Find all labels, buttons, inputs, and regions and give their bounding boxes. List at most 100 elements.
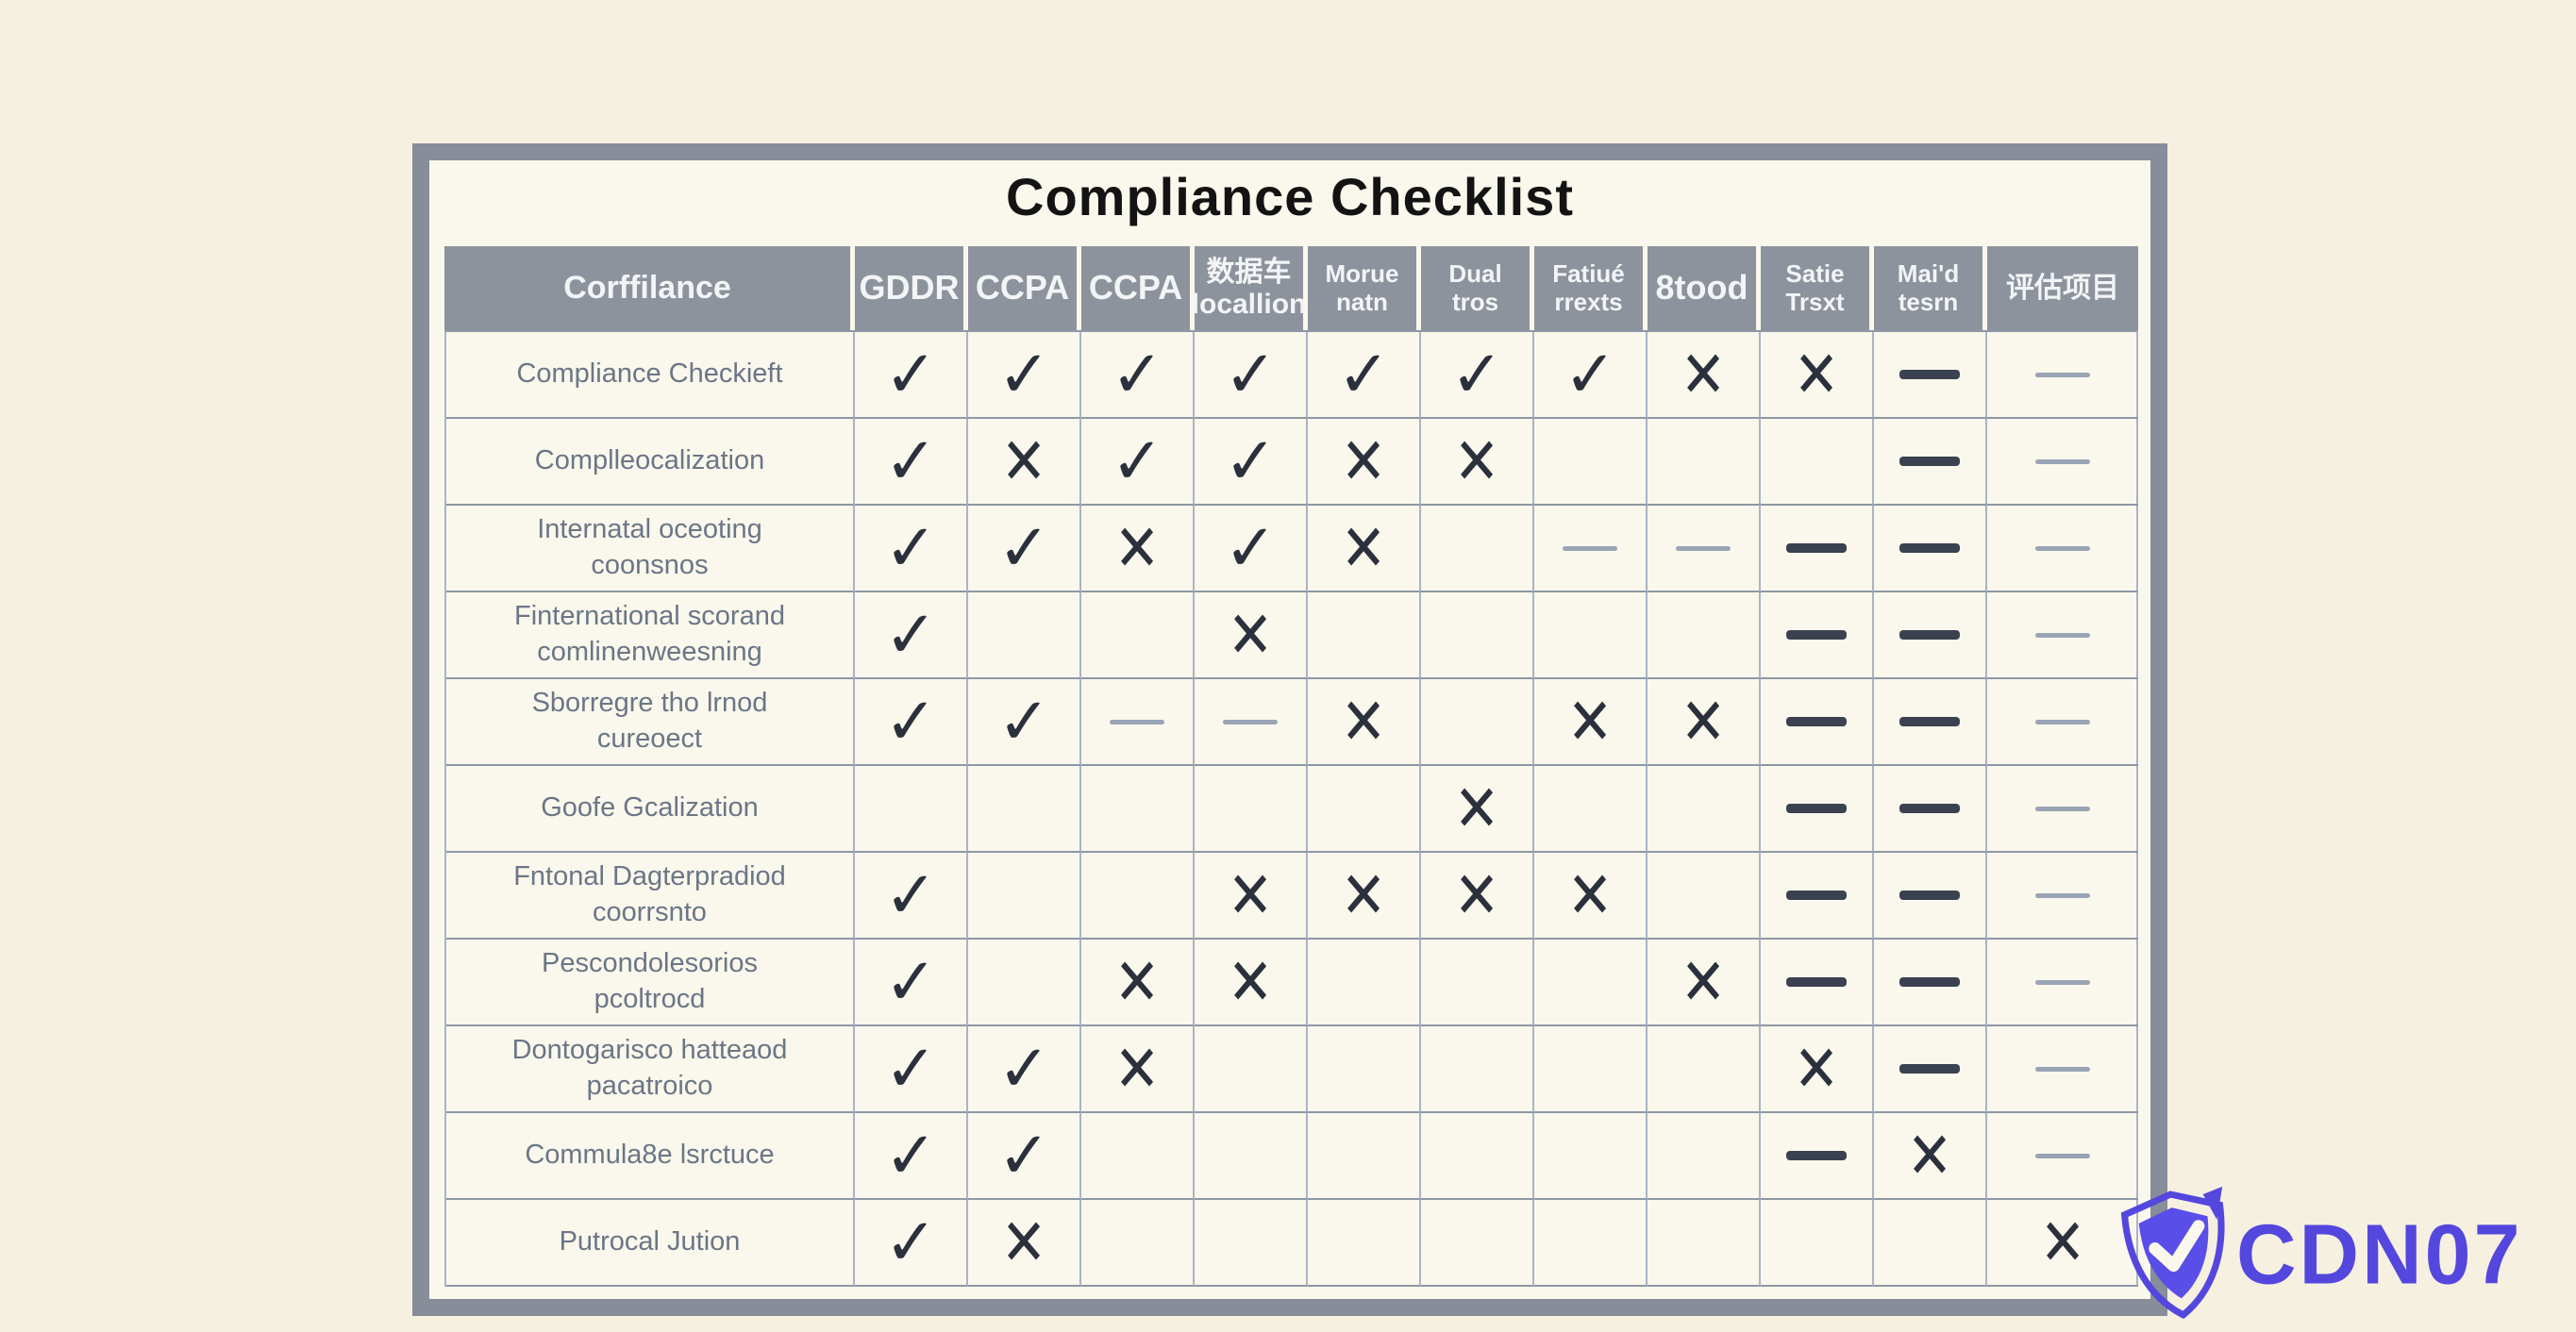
cell-dash <box>1761 940 1874 1026</box>
x-icon: ✕ <box>1227 859 1274 932</box>
column-header: Morue natn <box>1308 246 1421 330</box>
cell-check: ✓ <box>1195 419 1308 506</box>
compliance-table: Corffilance GDDR CCPA CCPA 数据车 locallion Moru… <box>444 246 2138 1287</box>
check-icon: ✓ <box>1222 337 1279 411</box>
cell-empty <box>1421 506 1534 592</box>
cell-x: ✕ <box>1534 679 1648 766</box>
dash-thin-icon <box>2035 458 2090 464</box>
cell-dash <box>1874 592 1987 679</box>
cell-x: ✕ <box>1081 940 1195 1026</box>
cell-empty <box>1648 419 1761 506</box>
dash-thin-icon <box>2035 806 2090 811</box>
cell-empty <box>1308 1113 1421 1200</box>
cell-dash-thin <box>1987 506 2138 592</box>
row-label: Commula8e lsrctuce <box>446 1113 855 1200</box>
cell-empty <box>1308 1026 1421 1113</box>
check-icon: ✓ <box>1335 337 1392 411</box>
cell-empty <box>968 766 1081 853</box>
cell-empty <box>1421 592 1534 679</box>
cell-x: ✕ <box>1308 853 1421 940</box>
check-icon: ✓ <box>1109 424 1165 498</box>
cell-empty <box>1081 1113 1195 1200</box>
cell-empty <box>1648 1026 1761 1113</box>
cell-empty <box>968 940 1081 1026</box>
cell-empty <box>968 853 1081 940</box>
cell-check: ✓ <box>1421 332 1534 419</box>
cell-x: ✕ <box>1195 853 1308 940</box>
x-icon: ✕ <box>1113 946 1161 1019</box>
cell-dash <box>1874 332 1987 419</box>
table-row: Putrocal Jution ✓ ✕ ✕ <box>446 1200 2138 1287</box>
cell-dash <box>1874 1026 1987 1113</box>
cell-empty <box>1195 1200 1308 1287</box>
cell-dash-thin <box>1648 506 1761 592</box>
cell-check: ✓ <box>1081 332 1195 419</box>
cell-dash-thin <box>1987 853 2138 940</box>
cell-check: ✓ <box>968 1026 1081 1113</box>
row-label: Compliance Checkieft <box>446 332 855 419</box>
cell-x: ✕ <box>968 1200 1081 1287</box>
x-icon: ✕ <box>1680 339 1727 411</box>
table-row: Commula8e lsrctuce ✓ ✓ ✕ <box>446 1113 2138 1200</box>
column-header: Dual tros <box>1421 246 1534 330</box>
cell-dash-thin <box>1987 1113 2138 1200</box>
dash-bold-icon <box>1899 1064 1960 1074</box>
cell-x: ✕ <box>1648 332 1761 419</box>
cell-empty <box>1534 1113 1648 1200</box>
cell-check: ✓ <box>1195 506 1308 592</box>
cell-empty <box>1534 940 1648 1026</box>
dash-bold-icon <box>1786 543 1847 553</box>
cell-empty <box>1421 1200 1534 1287</box>
cell-dash <box>1874 419 1987 506</box>
cell-dash <box>1874 506 1987 592</box>
table-row: Fntonal Dagterpradiod coorrsnto ✓ ✕ ✕ ✕ ✕ <box>446 853 2138 940</box>
x-icon: ✕ <box>1227 946 1274 1019</box>
dash-thin-icon <box>2035 1066 2090 1072</box>
cell-check: ✓ <box>855 419 968 506</box>
check-icon: ✓ <box>995 1118 1052 1192</box>
table-row: Dontogarisco hatteaod pacatroico ✓ ✓ ✕ ✕ <box>446 1026 2138 1113</box>
table-row: Goofe Gcalization ✕ <box>446 766 2138 853</box>
cell-check: ✓ <box>1534 332 1648 419</box>
cell-check: ✓ <box>855 940 968 1026</box>
cell-dash-thin <box>1987 419 2138 506</box>
dash-thin-icon <box>1223 719 1278 724</box>
x-icon: ✕ <box>1566 859 1614 932</box>
dash-bold-icon <box>1786 1151 1847 1160</box>
column-header: GDDR <box>855 246 968 330</box>
column-header: Satie Trsxt <box>1761 246 1874 330</box>
check-icon: ✓ <box>882 424 939 498</box>
check-icon: ✓ <box>882 857 939 932</box>
row-label: Goofe Gcalization <box>446 766 855 853</box>
dash-bold-icon <box>1899 457 1960 466</box>
dash-thin-icon <box>2035 632 2090 638</box>
cell-empty <box>1081 853 1195 940</box>
cell-dash-thin <box>1987 332 2138 419</box>
check-icon: ✓ <box>882 337 939 411</box>
cell-empty <box>1534 419 1648 506</box>
check-icon: ✓ <box>995 510 1052 585</box>
check-icon: ✓ <box>882 684 939 758</box>
cell-empty <box>1081 1200 1195 1287</box>
cell-empty <box>1308 940 1421 1026</box>
check-icon: ✓ <box>882 944 939 1019</box>
check-icon: ✓ <box>882 1118 939 1192</box>
cell-empty <box>1308 592 1421 679</box>
column-header: 数据车 locallion <box>1192 246 1308 330</box>
check-icon: ✓ <box>995 684 1052 758</box>
cell-dash-thin <box>1987 766 2138 853</box>
row-label: Complleocalization <box>446 419 855 506</box>
dash-bold-icon <box>1786 717 1847 726</box>
check-icon: ✓ <box>1448 337 1505 411</box>
table-header-row: Corffilance GDDR CCPA CCPA 数据车 locallion Moru… <box>444 246 2138 330</box>
cell-x: ✕ <box>1195 592 1308 679</box>
cell-empty <box>1534 592 1648 679</box>
cell-check: ✓ <box>855 679 968 766</box>
x-icon: ✕ <box>1113 512 1161 585</box>
x-icon: ✕ <box>1227 599 1274 672</box>
column-header: CCPA <box>968 246 1081 330</box>
cell-empty <box>1195 1026 1308 1113</box>
x-icon: ✕ <box>1566 686 1614 758</box>
x-icon: ✕ <box>1340 859 1387 932</box>
